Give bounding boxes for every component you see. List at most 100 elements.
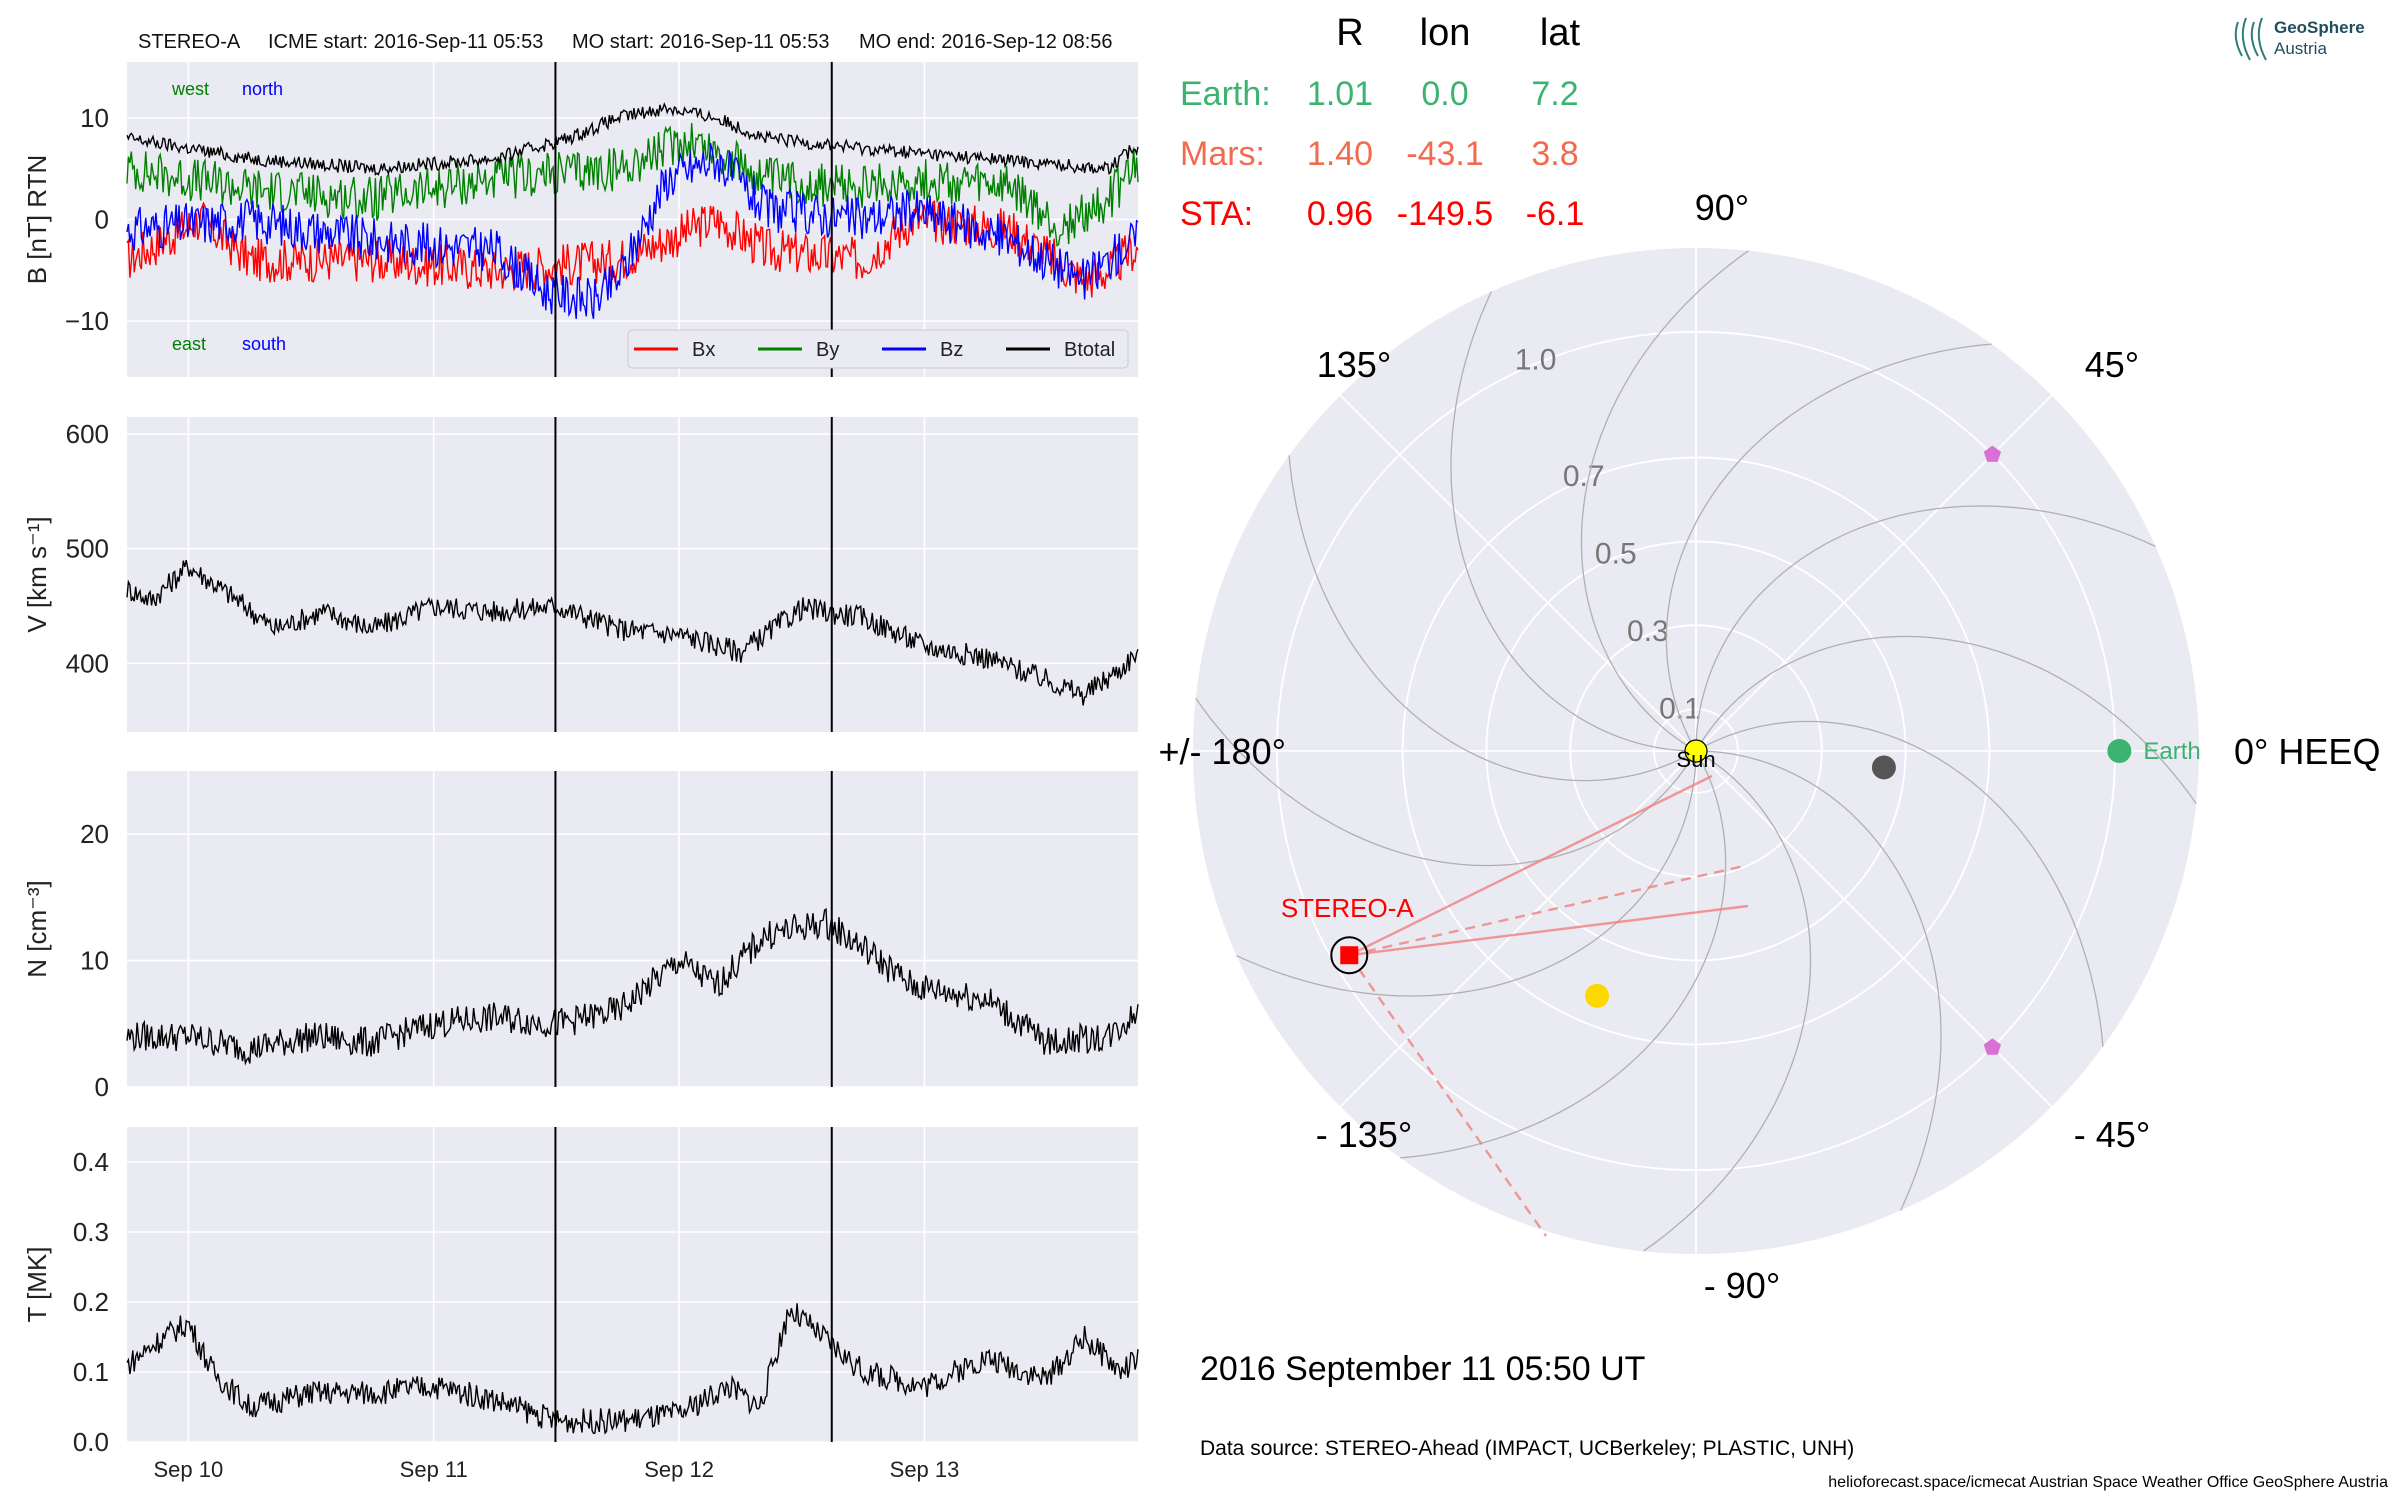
series-line-btotal — [126, 102, 1139, 176]
spiral-line — [1695, 750, 1942, 1211]
y-axis-label: N [cm⁻³] — [22, 880, 52, 978]
table-cell-lat: -6.1 — [1526, 195, 1585, 233]
angle-tick-label: - 90° — [1704, 1265, 1780, 1306]
series-line-data — [126, 1303, 1139, 1435]
y-axis-label: B [nT] RTN — [22, 155, 52, 285]
series-line-bz — [126, 142, 1139, 319]
series-line-data — [126, 559, 1139, 706]
angle-tick-label: 90° — [1695, 187, 1749, 228]
legend-label: Bx — [692, 339, 715, 361]
panel-background — [127, 417, 1138, 732]
spiral-line — [1400, 750, 1727, 1159]
y-axis-label: T [MK] — [22, 1246, 52, 1322]
time-series-panels: 10 0 −10 B [nT] RTN west north east south Bx By Bz… — [22, 62, 1139, 1482]
sun-marker — [1684, 739, 1708, 763]
y-tick-label: 20 — [80, 819, 109, 849]
series-line-bx — [126, 200, 1139, 298]
y-tick-label: 500 — [66, 534, 109, 564]
spiral-line — [1665, 343, 1992, 752]
radial-tick-label: 0.1 — [1659, 692, 1701, 725]
spiral-line — [1450, 291, 1697, 752]
table-cell-r: 1.01 — [1307, 75, 1373, 113]
footer-credits: helioforecast.space/icmecat Austrian Spa… — [1828, 1474, 2388, 1491]
table-cell-r: 0.96 — [1307, 195, 1373, 233]
angle-tick-label: 135° — [1317, 344, 1391, 385]
angular-spoke — [1339, 394, 1697, 752]
y-tick-label: 0.2 — [73, 1287, 109, 1317]
legend: Bx By Bz Btotal — [627, 329, 1129, 369]
y-tick-label: 0 — [95, 205, 109, 235]
spiral-line — [1236, 750, 1697, 997]
panel-4: 0.4 0.3 0.2 0.1 0.0 T [MK] Sep 10 Sep 11 Sep 12 S… — [22, 1127, 1139, 1482]
radial-tick-label: 0.3 — [1627, 615, 1669, 648]
timestamp-label: 2016 September 11 05:50 UT — [1200, 1350, 1645, 1388]
y-tick-label: 0.1 — [73, 1357, 109, 1387]
spiral-line — [1195, 698, 1697, 867]
angle-tick-label: - 135° — [1316, 1114, 1412, 1155]
series-group — [126, 907, 1139, 1066]
spiral-line — [1695, 505, 2156, 752]
y-tick-label: 600 — [66, 419, 109, 449]
legend-label: Btotal — [1064, 339, 1115, 361]
panel-background — [127, 771, 1138, 1087]
fov-solid-line — [1349, 904, 1749, 957]
stereo-a-marker — [1340, 946, 1359, 965]
table-row-name: Mars: — [1180, 135, 1265, 173]
y-tick-label: 0 — [95, 1072, 109, 1102]
y-tick-label: 0.4 — [73, 1147, 109, 1177]
body-marker-dot — [1585, 983, 1610, 1008]
data-source-label: Data source: STEREO-Ahead (IMPACT, UCBer… — [1200, 1437, 1854, 1460]
y-tick-label: 0.3 — [73, 1217, 109, 1247]
logo-icon — [2234, 17, 2267, 61]
table-row-name: Earth: — [1180, 75, 1271, 113]
legend-label: Bz — [940, 339, 963, 361]
y-tick-label: 10 — [80, 103, 109, 133]
angle-tick-label: 0° HEEQ — [2234, 731, 2380, 772]
spacecraft-label: STEREO-A — [138, 31, 241, 53]
stereo-a-ring — [1330, 936, 1369, 975]
geosphere-logo: GeoSphere Austria — [2234, 17, 2365, 61]
x-tick-label: Sep 13 — [890, 1457, 960, 1482]
fov-dashed-line — [1348, 954, 1547, 1237]
angle-tick-label: +/- 180° — [1159, 731, 1286, 772]
north-label: north — [242, 79, 283, 99]
mo-start-label: MO start: 2016-Sep-11 05:53 — [572, 31, 830, 53]
panel-2: 600 500 400 V [km s⁻¹] — [22, 417, 1139, 732]
y-tick-label: 10 — [80, 946, 109, 976]
table-cell-lat: 7.2 — [1531, 75, 1578, 113]
earth-label: Earth — [2143, 738, 2200, 765]
south-label: south — [242, 334, 286, 354]
series-group — [126, 559, 1139, 706]
angle-tick-label: 45° — [2085, 344, 2139, 385]
angular-spoke — [1339, 750, 1697, 1108]
table-cell-lon: -43.1 — [1406, 135, 1484, 173]
table-row-name: STA: — [1180, 195, 1253, 233]
parker-spirals — [1195, 250, 2197, 1252]
body-marker-pentagon — [1983, 445, 2001, 462]
table-cell-lon: 0.0 — [1421, 75, 1468, 113]
table-cell-r: 1.40 — [1307, 135, 1373, 173]
spiral-line — [1288, 455, 1697, 782]
panel-1: 10 0 −10 B [nT] RTN west north east south Bx By Bz… — [22, 62, 1139, 377]
series-line-by — [126, 122, 1139, 247]
icme-start-label: ICME start: 2016-Sep-11 05:53 — [268, 31, 543, 53]
earth-marker — [2107, 739, 2132, 763]
stereo-a-label: STEREO-A — [1281, 893, 1415, 923]
body-marker-pentagon — [1983, 1038, 2001, 1055]
spiral-line — [1695, 635, 2197, 804]
sun-label: Sun — [1676, 747, 1715, 772]
spiral-line — [1643, 750, 1812, 1252]
logo-text-line1: GeoSphere — [2274, 18, 2365, 37]
legend-label: By — [816, 339, 839, 361]
radial-tick-label: 0.7 — [1563, 460, 1605, 493]
fov-solid-line — [1348, 774, 1713, 957]
y-tick-label: 400 — [66, 648, 109, 678]
legend-box — [627, 329, 1129, 369]
body-marker-dot — [1871, 755, 1896, 780]
west-label: west — [171, 79, 209, 99]
table-header: lat — [1540, 12, 1581, 54]
stereo-a-field-of-view — [1348, 774, 1749, 1237]
series-group — [126, 102, 1139, 319]
